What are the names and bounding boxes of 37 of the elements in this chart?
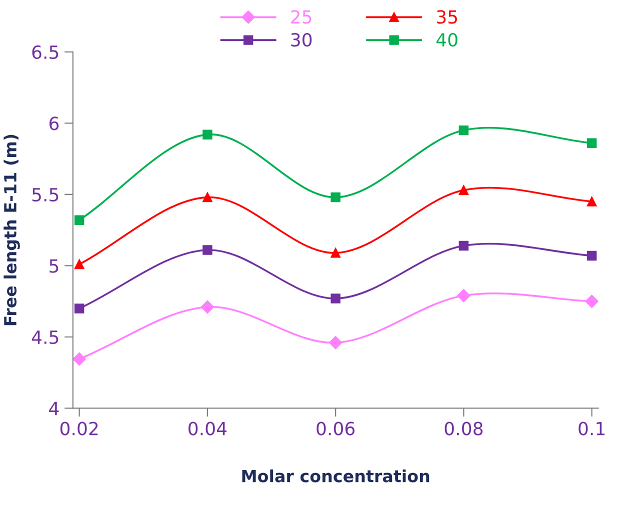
y-tick-label: 5 bbox=[50, 259, 58, 273]
point bbox=[202, 245, 212, 255]
point bbox=[202, 130, 212, 140]
x-tick-label: 0.04 bbox=[188, 422, 227, 436]
x-axis-title: Molar concentration bbox=[242, 469, 430, 482]
point bbox=[458, 240, 469, 251]
point bbox=[330, 294, 340, 304]
point bbox=[74, 304, 84, 314]
point bbox=[202, 192, 212, 202]
point bbox=[72, 352, 86, 366]
legend-label: 40 bbox=[436, 32, 458, 47]
legend-label: 35 bbox=[436, 10, 457, 24]
y-tick-label: 4.5 bbox=[32, 330, 58, 344]
legend-label: 25 bbox=[291, 10, 312, 24]
y-axis-title: Free length E-11 (m) bbox=[4, 134, 20, 326]
point bbox=[74, 215, 84, 225]
point bbox=[586, 196, 597, 206]
y-tick-label: 6.5 bbox=[32, 45, 58, 60]
point bbox=[330, 248, 340, 258]
point bbox=[586, 138, 597, 148]
legend-label: 30 bbox=[291, 32, 312, 47]
point bbox=[457, 289, 470, 302]
y-tick-label: 5.5 bbox=[32, 188, 58, 202]
y-tick-label: 6 bbox=[50, 116, 59, 130]
x-tick-label: 0.1 bbox=[578, 422, 605, 436]
x-tick-label: 0.08 bbox=[444, 422, 483, 436]
x-tick-label: 0.06 bbox=[316, 422, 355, 436]
y-tick-label: 4 bbox=[49, 402, 59, 416]
point bbox=[458, 185, 469, 196]
point bbox=[330, 192, 340, 202]
point bbox=[586, 250, 597, 261]
point bbox=[74, 259, 84, 270]
point bbox=[458, 125, 469, 136]
point bbox=[200, 300, 214, 314]
point bbox=[328, 336, 342, 350]
x-tick-label: 0.02 bbox=[60, 422, 98, 436]
point bbox=[585, 294, 598, 308]
